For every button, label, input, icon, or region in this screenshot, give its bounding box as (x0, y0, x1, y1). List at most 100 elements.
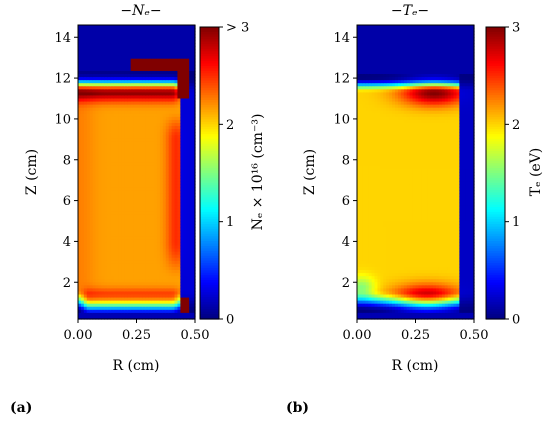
heatmap-cell (362, 309, 367, 314)
heatmap-cell (113, 74, 117, 78)
heatmap-cell (177, 70, 181, 75)
heatmap-cell (148, 291, 152, 296)
heatmap-cell (357, 28, 361, 32)
heatmap-cell (368, 306, 373, 311)
heatmap-cell (78, 52, 82, 57)
heatmap-cell (130, 221, 135, 225)
heatmap-cell (89, 61, 94, 66)
heatmap-cell (365, 196, 370, 201)
heatmap-cell (156, 70, 161, 75)
heatmap-cell (183, 52, 187, 57)
heatmap-cell (107, 254, 111, 259)
heatmap-cell (368, 205, 373, 210)
heatmap-cell (151, 98, 155, 103)
heatmap-cell (98, 315, 102, 320)
heatmap-cell (148, 156, 152, 161)
heatmap-cell (189, 52, 193, 57)
heatmap-cell (148, 119, 152, 124)
heatmap-cell (380, 156, 384, 161)
heatmap-cell (98, 49, 102, 54)
heatmap-cell (180, 43, 184, 48)
heatmap-cell (110, 211, 114, 216)
heatmap-cell (180, 199, 184, 204)
heatmap-cell (357, 312, 361, 317)
heatmap-cell (159, 31, 164, 35)
heatmap-cell (83, 52, 88, 57)
heatmap-cell (189, 119, 193, 124)
heatmap-cell (104, 300, 108, 305)
heatmap-cell (368, 95, 373, 100)
heatmap-cell (168, 285, 173, 289)
heatmap-cell (359, 95, 364, 100)
heatmap-cell (104, 104, 108, 109)
heatmap-cell (183, 214, 187, 219)
heatmap-cell (380, 43, 384, 48)
heatmap-cell (180, 221, 184, 225)
heatmap-cell (162, 303, 167, 308)
heatmap-cell (168, 270, 173, 274)
heatmap-cell (159, 312, 164, 317)
heatmap-cell (78, 168, 82, 173)
heatmap-cell (168, 199, 173, 204)
heatmap-cell (371, 233, 376, 237)
heatmap-cell (139, 279, 143, 283)
heatmap-cell (168, 49, 173, 54)
heatmap-cell (174, 150, 179, 155)
heatmap-cell (371, 190, 376, 195)
heatmap-cell (377, 211, 381, 216)
heatmap-cell (165, 312, 170, 317)
heatmap-cell (383, 251, 387, 256)
heatmap-cell (357, 224, 361, 228)
heatmap-cell (189, 221, 193, 225)
heatmap-cell (139, 110, 143, 115)
heatmap-cell (165, 132, 170, 136)
heatmap-cell (104, 211, 108, 216)
heatmap-cell (92, 181, 97, 185)
heatmap-cell (80, 227, 85, 231)
heatmap-cell (136, 211, 141, 216)
heatmap-cell (192, 251, 196, 256)
heatmap-cell (183, 199, 187, 204)
heatmap-cell (89, 138, 94, 142)
heatmap-cell (121, 34, 126, 38)
heatmap-cell (121, 150, 126, 155)
heatmap-cell (133, 312, 138, 317)
heatmap-cell (162, 135, 167, 139)
heatmap-cell (359, 110, 364, 115)
heatmap-cell (113, 31, 117, 35)
heatmap-cell (380, 211, 384, 216)
heatmap-cell (383, 288, 387, 293)
heatmap-cell (383, 107, 387, 112)
heatmap-cell (162, 40, 167, 44)
heatmap-cell (177, 150, 181, 155)
heatmap-cell (83, 288, 88, 293)
heatmap-cell (104, 297, 108, 302)
heatmap-cell (168, 297, 173, 302)
heatmap-cell (113, 224, 117, 228)
heatmap-cell (121, 49, 126, 54)
heatmap-cell (180, 55, 184, 60)
heatmap-cell (98, 279, 102, 283)
heatmap-cell (142, 208, 146, 213)
heatmap-cell (104, 132, 108, 136)
heatmap-cell (92, 172, 97, 176)
heatmap-cell (136, 233, 141, 237)
heatmap-cell (101, 309, 105, 314)
heatmap-cell (162, 61, 167, 66)
heatmap-cell (127, 101, 132, 106)
heatmap-cell (165, 263, 170, 268)
heatmap-cell (377, 77, 381, 81)
heatmap-cell (383, 64, 387, 69)
heatmap-cell (130, 95, 135, 100)
heatmap-cell (171, 67, 176, 72)
heatmap-cell (156, 273, 161, 277)
heatmap-cell (92, 242, 97, 247)
heatmap-cell (156, 251, 161, 256)
heatmap-cell (171, 297, 176, 302)
heatmap-cell (189, 285, 193, 289)
heatmap-cell (151, 37, 155, 41)
heatmap-cell (130, 138, 135, 142)
heatmap-cell (118, 144, 123, 149)
heatmap-cell (186, 104, 190, 109)
heatmap-cell (83, 168, 88, 173)
